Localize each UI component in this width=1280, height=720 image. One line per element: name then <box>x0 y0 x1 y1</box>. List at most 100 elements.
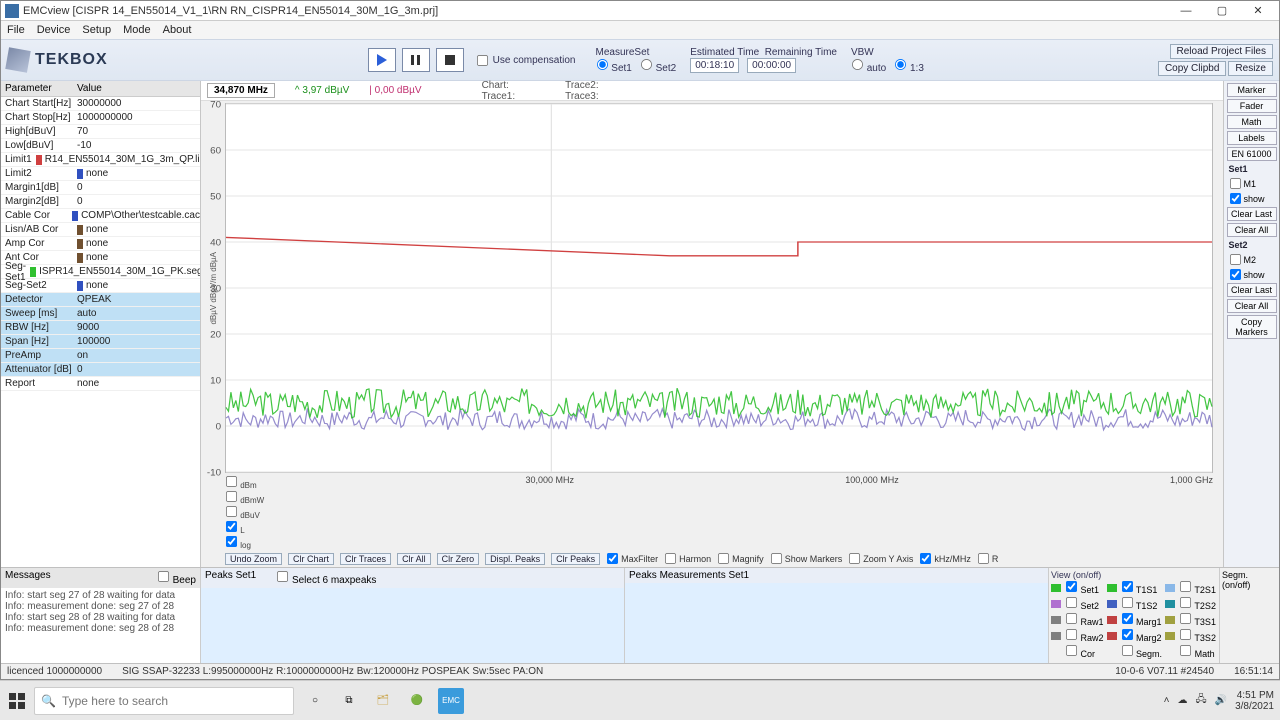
emcview-icon[interactable]: EMC <box>438 688 464 714</box>
chart-action-button[interactable]: Displ. Peaks <box>485 553 545 565</box>
tray-net-icon[interactable]: 🖧 <box>1195 692 1206 709</box>
chart-option-check[interactable]: kHz/MHz <box>919 552 971 565</box>
taskbar-search[interactable]: 🔍 Type here to search <box>34 687 294 715</box>
param-row[interactable]: Sweep [ms]auto <box>1 307 200 321</box>
tray-vol-icon[interactable]: 🔊 <box>1215 695 1227 706</box>
side-show-check[interactable]: show <box>1227 268 1277 281</box>
chart-action-button[interactable]: Clr Traces <box>340 553 391 565</box>
use-compensation-check[interactable]: Use compensation <box>476 54 576 67</box>
param-row[interactable]: Limit1R14_EN55014_30M_1G_3m_QP.lim <box>1 153 200 167</box>
tray-up-icon[interactable]: ˄ <box>1164 695 1170 706</box>
side-m-check[interactable]: M1 <box>1227 177 1277 190</box>
vbw-13[interactable]: 1:3 <box>894 58 924 74</box>
view-toggle[interactable]: Set2 <box>1065 596 1105 611</box>
view-toggle[interactable]: Segm. <box>1121 644 1164 659</box>
start-button[interactable] <box>6 690 28 712</box>
param-row[interactable]: PreAmpon <box>1 349 200 363</box>
side-show-check[interactable]: show <box>1227 192 1277 205</box>
view-toggle[interactable]: Math <box>1179 644 1217 659</box>
chart-action-button[interactable]: Clr Zero <box>437 553 480 565</box>
chart-option-check[interactable]: MaxFilter <box>606 552 658 565</box>
side-button[interactable]: Fader <box>1227 99 1277 113</box>
chart-option-check[interactable]: Magnify <box>717 552 764 565</box>
menu-file[interactable]: File <box>7 24 25 36</box>
menu-about[interactable]: About <box>163 24 192 36</box>
param-row[interactable]: Seg-Set1ISPR14_EN55014_30M_1G_PK.seg <box>1 265 200 279</box>
param-row[interactable]: Margin1[dB]0 <box>1 181 200 195</box>
param-row[interactable]: Margin2[dB]0 <box>1 195 200 209</box>
menu-setup[interactable]: Setup <box>82 24 111 36</box>
side-button[interactable]: EN 61000 <box>1227 147 1277 161</box>
menu-device[interactable]: Device <box>37 24 71 36</box>
plot-unit-check[interactable]: dBm <box>225 475 264 490</box>
param-row[interactable]: DetectorQPEAK <box>1 293 200 307</box>
chrome-icon[interactable]: 🟢 <box>404 688 430 714</box>
chart-action-button[interactable]: Clr Chart <box>288 553 334 565</box>
param-row[interactable]: Chart Stop[Hz]1000000000 <box>1 111 200 125</box>
explorer-icon[interactable]: 🗂 <box>370 688 396 714</box>
param-row[interactable]: Reportnone <box>1 377 200 391</box>
stop-button[interactable] <box>436 48 464 72</box>
view-toggle[interactable]: Raw2 <box>1065 628 1105 643</box>
param-row[interactable]: Attenuator [dB]0 <box>1 363 200 377</box>
resize-button[interactable]: Resize <box>1228 61 1273 76</box>
plot-unit-check[interactable]: dBmW <box>225 490 264 505</box>
system-tray[interactable]: ˄ ☁ 🖧 🔊 4:51 PM 3/8/2021 <box>1164 690 1274 712</box>
chart-option-check[interactable]: Show Markers <box>770 552 843 565</box>
param-row[interactable]: High[dBuV]70 <box>1 125 200 139</box>
menu-mode[interactable]: Mode <box>123 24 151 36</box>
cortana-icon[interactable]: ○ <box>302 688 328 714</box>
side-button[interactable]: Labels <box>1227 131 1277 145</box>
measure-set2[interactable]: Set2 <box>640 58 676 74</box>
minimize-button[interactable]: — <box>1169 2 1203 20</box>
maximize-button[interactable]: ▢ <box>1205 2 1239 20</box>
beep-check[interactable]: Beep <box>157 570 196 586</box>
param-row[interactable]: Chart Start[Hz]30000000 <box>1 97 200 111</box>
view-toggle[interactable]: T3S1 <box>1179 612 1217 627</box>
side-clear-all[interactable]: Clear All <box>1227 223 1277 237</box>
param-row[interactable]: Span [Hz]100000 <box>1 335 200 349</box>
param-row[interactable]: Limit2none <box>1 167 200 181</box>
view-toggle[interactable]: T1S2 <box>1121 596 1164 611</box>
plot-unit-check[interactable]: L <box>225 520 264 535</box>
chart-option-check[interactable]: R <box>977 552 999 565</box>
select-maxpeaks-check[interactable]: Select 6 maxpeaks <box>276 570 376 586</box>
tray-cloud-icon[interactable]: ☁ <box>1177 695 1187 706</box>
side-clear-all[interactable]: Clear All <box>1227 299 1277 313</box>
chart-action-button[interactable]: Clr Peaks <box>551 553 600 565</box>
view-toggle[interactable]: Marg1 <box>1121 612 1164 627</box>
param-row[interactable]: RBW [Hz]9000 <box>1 321 200 335</box>
view-toggle[interactable]: T3S2 <box>1179 628 1217 643</box>
side-button[interactable]: Math <box>1227 115 1277 129</box>
view-toggle[interactable]: Cor <box>1065 644 1105 659</box>
side-clear-last[interactable]: Clear Last <box>1227 207 1277 221</box>
plot-unit-check[interactable]: dBuV <box>225 505 264 520</box>
taskview-icon[interactable]: ⧉ <box>336 688 362 714</box>
view-toggle[interactable]: T2S2 <box>1179 596 1217 611</box>
chart-plot[interactable]: -10010203040506070 <box>225 103 1213 473</box>
chart-option-check[interactable]: Zoom Y Axis <box>848 552 913 565</box>
view-toggle[interactable]: T2S1 <box>1179 580 1217 595</box>
param-row[interactable]: Seg-Set2none <box>1 279 200 293</box>
side-clear-last[interactable]: Clear Last <box>1227 283 1277 297</box>
copy-clipboard-button[interactable]: Copy Clipbd <box>1158 61 1226 76</box>
vbw-auto[interactable]: auto <box>851 58 886 74</box>
close-button[interactable]: ✕ <box>1241 2 1275 20</box>
param-row[interactable]: Ant Cornone <box>1 251 200 265</box>
chart-action-button[interactable]: Undo Zoom <box>225 553 282 565</box>
side-button[interactable]: Marker <box>1227 83 1277 97</box>
param-row[interactable]: Amp Cornone <box>1 237 200 251</box>
view-toggle[interactable]: Marg2 <box>1121 628 1164 643</box>
chart-action-button[interactable]: Clr All <box>397 553 431 565</box>
param-row[interactable]: Cable CorCOMP\Other\testcable.cac <box>1 209 200 223</box>
view-toggle[interactable]: T1S1 <box>1121 580 1164 595</box>
param-row[interactable]: Lisn/AB Cornone <box>1 223 200 237</box>
copy-markers-button[interactable]: Copy Markers <box>1227 315 1277 339</box>
side-m-check[interactable]: M2 <box>1227 253 1277 266</box>
pause-button[interactable] <box>402 48 430 72</box>
play-button[interactable] <box>368 48 396 72</box>
view-toggle[interactable]: Raw1 <box>1065 612 1105 627</box>
reload-project-button[interactable]: Reload Project Files <box>1170 44 1273 59</box>
view-toggle[interactable]: Set1 <box>1065 580 1105 595</box>
plot-unit-check[interactable]: log <box>225 535 264 550</box>
